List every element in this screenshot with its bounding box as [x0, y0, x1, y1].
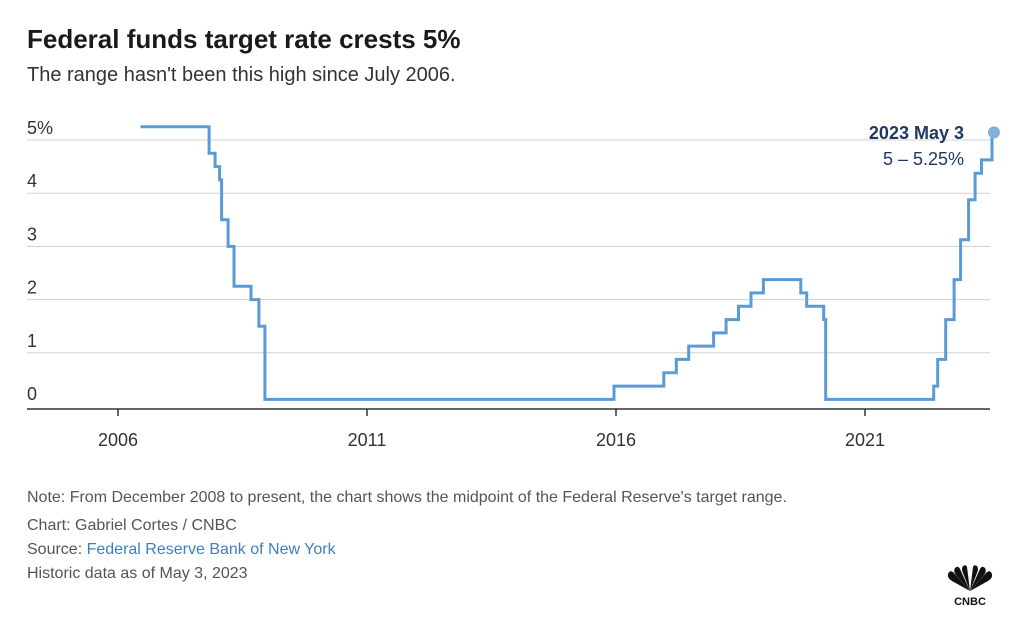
chart-title: Federal funds target rate crests 5%	[27, 24, 461, 54]
annotation-date: 2023 May 3	[869, 123, 964, 143]
cnbc-logo: CNBC	[947, 565, 993, 607]
asof-text: Historic data as of May 3, 2023	[27, 565, 248, 582]
chart-notes: Note: From December 2008 to present, the…	[27, 486, 927, 586]
note-text: Note: From December 2008 to present, the…	[27, 489, 787, 506]
line-chart: 0 1 2 3 4 5% 2006 2011 2016 2021 2023 May 3 5 – 5.2…	[27, 118, 1000, 450]
y-tick-label: 0	[27, 384, 37, 404]
y-tick-label: 4	[27, 171, 37, 191]
logo-text: CNBC	[954, 596, 986, 607]
source-line: Source: Federal Reserve Bank of New York	[27, 538, 927, 562]
annotation-value: 5 – 5.25%	[883, 149, 964, 169]
y-tick-label: 2	[27, 278, 37, 298]
x-tick-label: 2011	[348, 430, 387, 450]
y-tick-label: 5%	[27, 118, 53, 138]
rate-series-line	[140, 125, 994, 401]
chart-subtitle: The range hasn't been this high since Ju…	[27, 64, 456, 86]
source-label: Source:	[27, 541, 87, 558]
source-link[interactable]: Federal Reserve Bank of New York	[86, 541, 336, 558]
x-tick-label: 2021	[845, 430, 885, 450]
y-tick-label: 1	[27, 331, 37, 351]
x-tick-label: 2006	[98, 430, 138, 450]
peacock-icon	[947, 565, 993, 591]
latest-point-dot	[987, 126, 1000, 139]
credit-text: Chart: Gabriel Cortes / CNBC	[27, 517, 237, 534]
x-tick-label: 2016	[596, 430, 636, 450]
y-tick-label: 3	[27, 224, 37, 244]
